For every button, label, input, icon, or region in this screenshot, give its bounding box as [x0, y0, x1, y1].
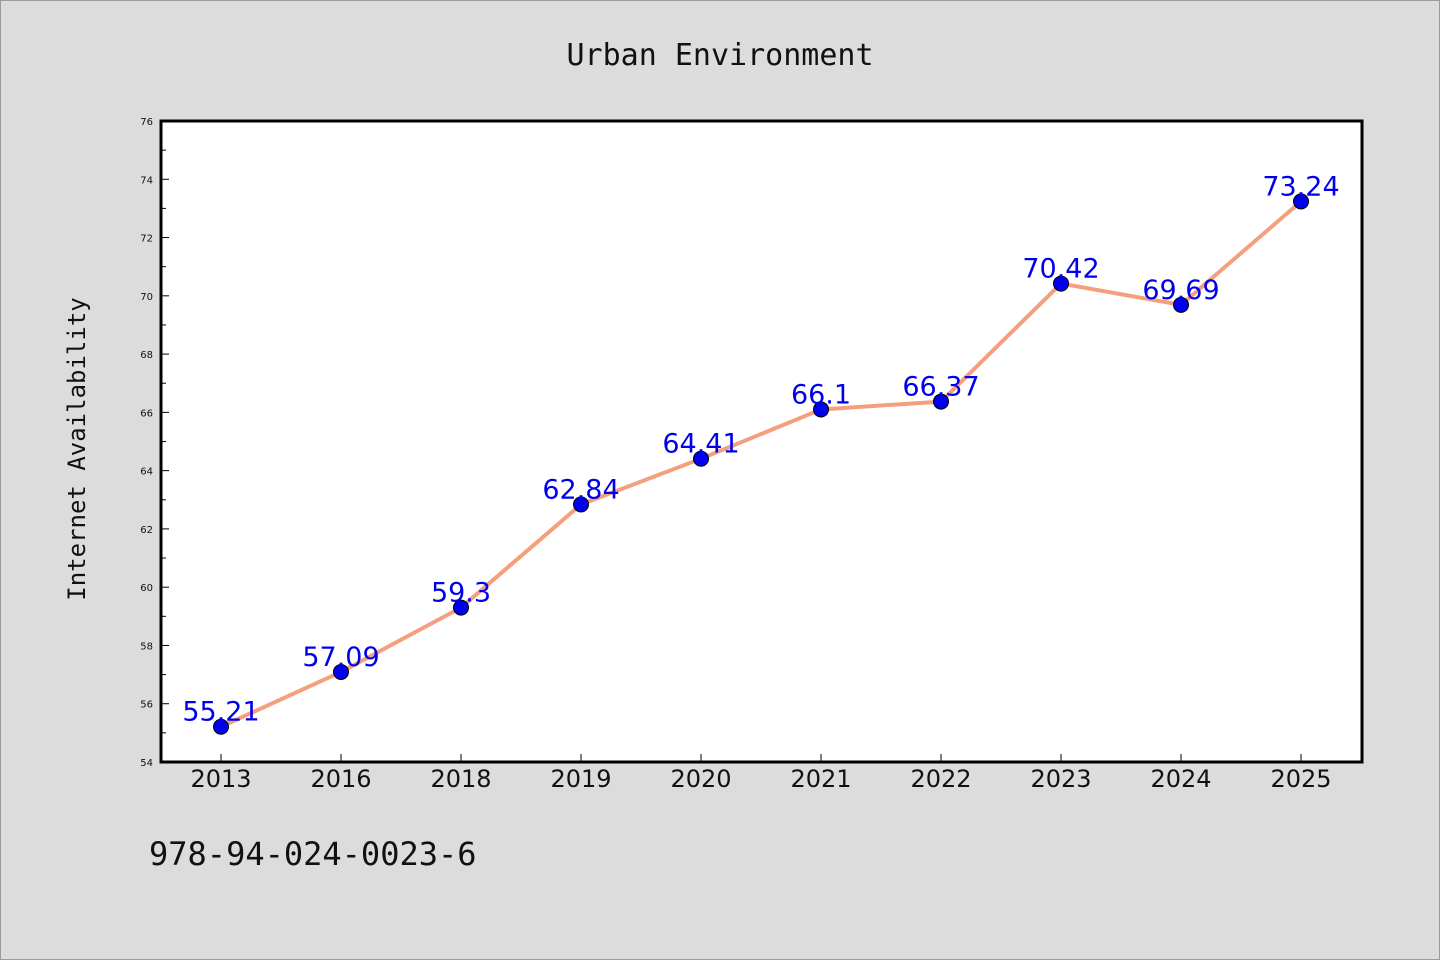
y-tick-label: 70	[140, 292, 153, 303]
chart-title: Urban Environment	[566, 38, 873, 73]
y-tick-label: 68	[140, 350, 153, 361]
y-tick-label: 54	[140, 758, 153, 769]
y-tick-label: 60	[140, 583, 153, 594]
isbn-text: 978-94-024-0023-6	[149, 835, 477, 873]
x-tick-label: 2019	[550, 765, 611, 793]
plot-area	[161, 121, 1362, 762]
data-label: 73.24	[1262, 171, 1339, 202]
y-tick-label: 76	[140, 117, 153, 128]
data-label: 55.21	[182, 697, 259, 728]
x-tick-label: 2023	[1030, 765, 1091, 793]
data-label: 66.1	[791, 379, 851, 410]
data-point	[933, 393, 949, 410]
y-tick-label: 62	[140, 525, 153, 536]
data-label: 69.69	[1142, 275, 1219, 306]
data-point	[1293, 193, 1309, 210]
y-tick-label: 64	[140, 467, 153, 478]
x-axis-ticks: 2013 2016 2018 2019 2020 2021 2022 2023 2024 2025	[190, 754, 1332, 793]
data-point	[573, 496, 589, 513]
x-tick-label: 2024	[1150, 765, 1211, 793]
data-point	[813, 401, 829, 418]
data-label: 62.84	[542, 474, 619, 505]
data-point	[1053, 275, 1069, 292]
series-internet-availability	[213, 193, 1309, 735]
data-point	[693, 450, 709, 467]
x-tick-label: 2013	[190, 765, 251, 793]
y-tick-label: 72	[140, 234, 153, 245]
data-label: 70.42	[1022, 254, 1099, 285]
data-label: 57.09	[302, 642, 379, 673]
x-tick-label: 2025	[1270, 765, 1331, 793]
y-tick-label: 56	[140, 700, 153, 711]
y-axis-label: Internet Availability	[63, 297, 91, 600]
data-point	[333, 663, 349, 680]
data-point	[453, 599, 469, 616]
data-label: 64.41	[662, 429, 739, 460]
y-tick-label: 74	[140, 175, 153, 186]
data-point	[213, 718, 229, 735]
x-tick-label: 2022	[910, 765, 971, 793]
plot-frame	[159, 119, 1364, 764]
series-line	[219, 199, 1303, 729]
data-labels: 55.21 57.09 59.3 62.84 64.41 66.1 66.37 70.42 69…	[182, 171, 1339, 727]
y-tick-label: 58	[140, 641, 153, 652]
data-point	[1173, 296, 1189, 313]
x-tick-label: 2021	[790, 765, 851, 793]
x-tick-label: 2018	[430, 765, 491, 793]
x-tick-label: 2020	[670, 765, 731, 793]
y-tick-label: 66	[140, 408, 153, 419]
data-label: 66.37	[902, 372, 979, 403]
x-tick-label: 2016	[310, 765, 371, 793]
data-label: 59.3	[431, 578, 491, 609]
